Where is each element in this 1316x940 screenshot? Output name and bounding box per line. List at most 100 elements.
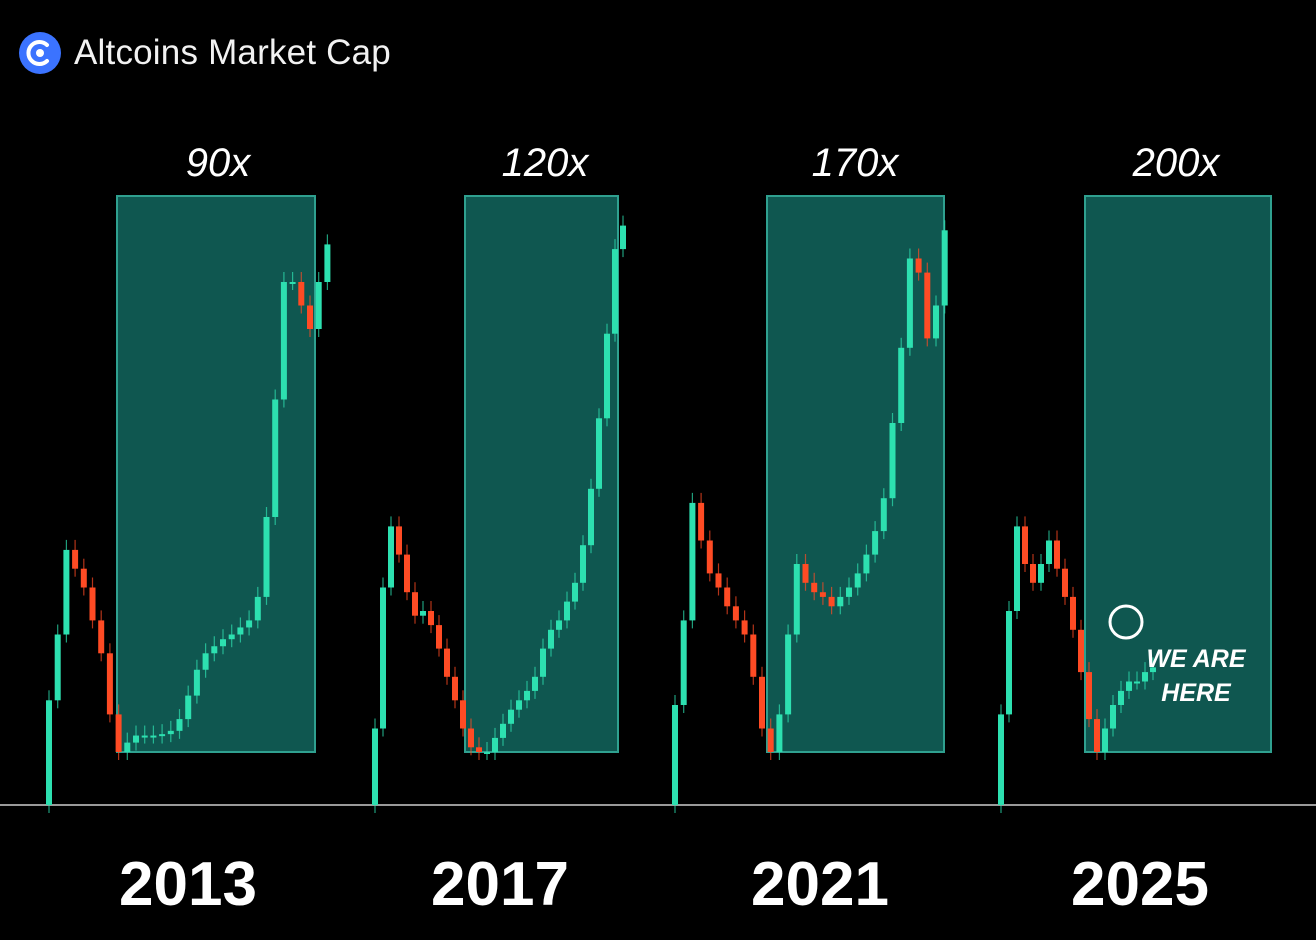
candle-2013-14 bbox=[167, 730, 174, 735]
candle-2013-30 bbox=[307, 305, 313, 329]
candle-2021-0 bbox=[672, 705, 678, 805]
candle-2017-9 bbox=[444, 648, 450, 677]
candle-2017-22 bbox=[548, 629, 554, 649]
candle-2021-11 bbox=[767, 728, 774, 752]
candle-2013-32 bbox=[324, 244, 331, 282]
candle-2013-1 bbox=[54, 634, 61, 701]
candle-2017-17 bbox=[508, 709, 514, 724]
candle-2021-30 bbox=[933, 305, 939, 339]
candle-2013-10 bbox=[133, 735, 139, 743]
candle-2017-5 bbox=[412, 592, 418, 616]
candle-2021-23 bbox=[872, 531, 879, 555]
candle-2021-31 bbox=[941, 230, 948, 306]
candle-2013-9 bbox=[124, 742, 131, 752]
circle-marker-icon bbox=[1108, 604, 1144, 640]
chart-title: Altcoins Market Cap bbox=[74, 33, 391, 72]
candle-2017-25 bbox=[572, 582, 578, 602]
candle-2013-16 bbox=[185, 695, 192, 720]
year-label-2025: 2025 bbox=[1071, 850, 1209, 919]
candle-2025-6 bbox=[1046, 540, 1052, 564]
candle-2025-1 bbox=[1006, 611, 1012, 715]
candle-2013-31 bbox=[315, 282, 322, 329]
candle-2025-13 bbox=[1102, 728, 1108, 752]
candle-2017-19 bbox=[524, 690, 530, 701]
candle-2017-14 bbox=[484, 752, 490, 754]
candle-2013-22 bbox=[237, 627, 244, 635]
candle-2021-24 bbox=[880, 498, 887, 532]
candle-2017-26 bbox=[580, 545, 586, 583]
candle-2021-25 bbox=[889, 423, 896, 499]
candle-2013-0 bbox=[46, 700, 52, 805]
multiplier-label-2017: 120x bbox=[502, 141, 591, 185]
candle-2013-2 bbox=[63, 549, 70, 635]
candle-2025-12 bbox=[1094, 719, 1100, 752]
candle-2017-4 bbox=[404, 554, 410, 593]
candle-2013-11 bbox=[141, 735, 148, 738]
candle-2013-7 bbox=[106, 653, 113, 715]
candle-2017-2 bbox=[388, 526, 394, 588]
candle-2017-13 bbox=[476, 747, 482, 752]
candle-2021-16 bbox=[811, 582, 818, 593]
candle-2025-10 bbox=[1078, 629, 1084, 673]
annotation-line-1: WE ARE bbox=[1146, 645, 1246, 673]
candle-2021-3 bbox=[698, 502, 705, 541]
candle-2021-26 bbox=[898, 347, 905, 423]
candle-2021-9 bbox=[750, 634, 757, 677]
candle-2021-20 bbox=[846, 587, 852, 597]
candle-2013-3 bbox=[72, 549, 79, 569]
candle-2025-0 bbox=[998, 714, 1004, 805]
candle-2021-10 bbox=[759, 676, 765, 729]
candle-2025-11 bbox=[1086, 672, 1092, 720]
candle-2021-4 bbox=[706, 540, 713, 574]
candle-2017-1 bbox=[380, 587, 386, 729]
candle-2025-3 bbox=[1022, 526, 1028, 564]
year-label-2013: 2013 bbox=[119, 850, 257, 919]
candle-2017-27 bbox=[588, 488, 594, 546]
annotation-line-2: HERE bbox=[1161, 679, 1232, 707]
candle-2013-19 bbox=[211, 646, 218, 654]
candle-2013-23 bbox=[246, 620, 253, 628]
candle-2017-28 bbox=[596, 418, 602, 489]
candle-2013-20 bbox=[220, 639, 226, 647]
candle-2017-18 bbox=[516, 700, 522, 710]
candle-2017-16 bbox=[500, 723, 506, 738]
candle-2025-4 bbox=[1030, 564, 1036, 583]
candle-2013-12 bbox=[150, 735, 157, 738]
candle-2013-21 bbox=[228, 634, 235, 640]
projection-box-2025 bbox=[1084, 195, 1272, 753]
candle-2017-20 bbox=[532, 676, 538, 691]
candle-2025-19 bbox=[1150, 667, 1156, 673]
candle-2021-14 bbox=[793, 564, 800, 635]
candle-2017-21 bbox=[540, 648, 546, 677]
candle-2017-23 bbox=[556, 620, 562, 630]
candle-2021-8 bbox=[741, 620, 748, 635]
candle-2017-24 bbox=[564, 601, 570, 621]
year-label-2021: 2021 bbox=[751, 850, 889, 919]
candle-2017-12 bbox=[468, 728, 474, 748]
candle-2017-29 bbox=[604, 333, 610, 419]
candle-2021-29 bbox=[924, 272, 931, 339]
candle-2013-15 bbox=[176, 719, 183, 731]
candle-2013-5 bbox=[89, 587, 96, 621]
candle-2013-24 bbox=[254, 596, 261, 621]
candle-2017-3 bbox=[396, 526, 402, 555]
candle-2021-12 bbox=[776, 714, 783, 752]
candle-2017-6 bbox=[420, 611, 426, 616]
candle-2017-7 bbox=[428, 611, 434, 626]
candle-2013-13 bbox=[159, 734, 166, 737]
candle-2017-31 bbox=[620, 225, 626, 250]
multiplier-label-2021: 170x bbox=[812, 141, 901, 185]
candle-2013-29 bbox=[298, 282, 305, 306]
candle-2025-18 bbox=[1142, 672, 1148, 682]
candle-2013-17 bbox=[193, 669, 200, 696]
candle-2013-27 bbox=[280, 282, 287, 400]
candle-2025-7 bbox=[1054, 540, 1060, 569]
candle-2021-28 bbox=[915, 258, 922, 273]
candle-2021-5 bbox=[715, 573, 722, 588]
projection-box-2013 bbox=[116, 195, 316, 753]
candle-2021-22 bbox=[863, 554, 870, 574]
multiplier-label-2013: 90x bbox=[186, 141, 252, 185]
candle-2021-13 bbox=[785, 634, 792, 715]
candle-2025-14 bbox=[1110, 705, 1116, 729]
